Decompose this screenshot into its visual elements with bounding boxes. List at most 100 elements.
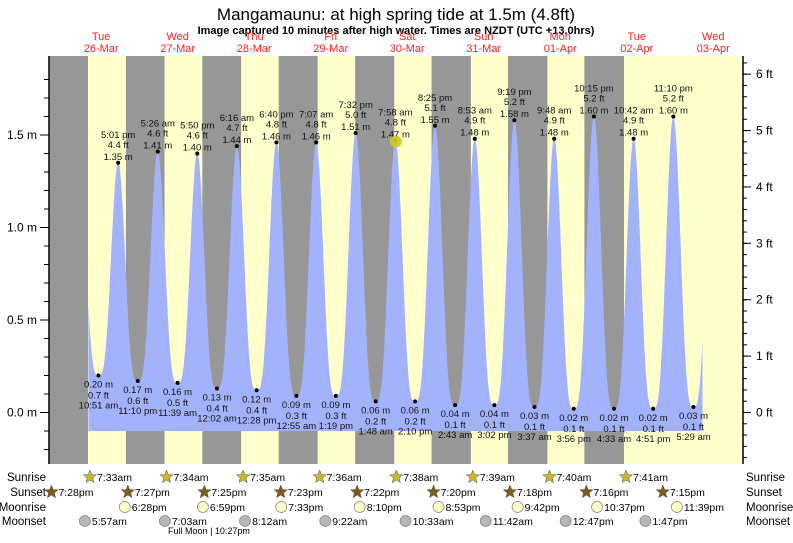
high-tide-ft: 5.2 ft bbox=[663, 94, 684, 105]
moonset-icon bbox=[239, 515, 251, 527]
day-date: 29-Mar bbox=[313, 43, 348, 55]
high-tide-point bbox=[552, 136, 557, 141]
day-date: 01-Apr bbox=[544, 43, 577, 55]
moonset-time: 11:42am bbox=[493, 516, 533, 528]
low-tide-m: 0.03 m bbox=[679, 411, 708, 422]
day-date: 31-Mar bbox=[466, 43, 501, 55]
high-tide-ft: 4.9 ft bbox=[464, 116, 485, 127]
moonrise-icon bbox=[432, 501, 445, 513]
sunset-time: 7:15pm bbox=[670, 487, 705, 499]
moonset-time: 9:22am bbox=[332, 516, 367, 528]
low-tide-m: 0.04 m bbox=[480, 409, 509, 420]
sunset-icon bbox=[273, 484, 289, 499]
high-tide-ft: 4.8 ft bbox=[306, 119, 327, 130]
moonset-row-label-left: Moonset bbox=[2, 516, 47, 528]
low-tide-time: 1:19 pm bbox=[319, 421, 353, 432]
low-tide-time: 3:37 am bbox=[517, 432, 551, 443]
low-tide-m: 0.04 m bbox=[441, 409, 470, 420]
tide-area bbox=[88, 116, 703, 431]
day-name: Thu bbox=[245, 31, 264, 43]
moonrise-row-label-left: Moonrise bbox=[0, 502, 46, 514]
high-tide-ft: 5.0 ft bbox=[345, 110, 366, 121]
high-tide-time: 5:50 pm bbox=[180, 121, 214, 132]
day-date: 30-Mar bbox=[390, 43, 425, 55]
right-tick-label: 3 ft bbox=[756, 236, 773, 250]
low-tide-point bbox=[373, 399, 378, 404]
low-tide-point bbox=[691, 404, 696, 409]
moonset-time: 10:33am bbox=[413, 516, 454, 528]
sunrise-icon bbox=[312, 469, 327, 484]
right-tick-label: 6 ft bbox=[756, 67, 773, 81]
high-tide-time: 6:16 am bbox=[220, 113, 254, 124]
low-tide-ft: 0.1 ft bbox=[445, 420, 466, 431]
low-tide-point bbox=[571, 406, 576, 411]
low-tide-ft: 0.3 ft bbox=[325, 411, 346, 422]
moonrise-icon bbox=[511, 501, 524, 513]
moonrise-icon bbox=[591, 501, 603, 513]
moonset-time: 5:57am bbox=[92, 516, 127, 528]
high-tide-time: 8:25 pm bbox=[418, 93, 452, 104]
low-tide-ft: 0.1 ft bbox=[524, 422, 545, 433]
left-tick-label: 1.5 m bbox=[7, 128, 37, 142]
low-tide-m: 0.02 m bbox=[559, 413, 588, 424]
low-tide-time: 10:51 am bbox=[79, 401, 119, 412]
high-tide-point bbox=[472, 136, 477, 141]
sunrise-time: 7:39am bbox=[480, 472, 515, 484]
high-tide-point bbox=[195, 151, 200, 156]
high-tide-point bbox=[274, 140, 279, 145]
sunrise-icon bbox=[542, 469, 557, 484]
moonrise-time: 6:59pm bbox=[210, 502, 245, 514]
low-tide-point bbox=[175, 380, 180, 385]
high-tide-ft: 4.8 ft bbox=[266, 119, 287, 130]
low-tide-ft: 0.4 ft bbox=[246, 405, 267, 416]
axes: 0.0 m 0.5 m 1.0 m 1.5 m 0 ft 1 ft 2 ft 3 ft 4 ft… bbox=[7, 56, 773, 464]
low-tide-time: 11:39 am bbox=[158, 408, 197, 419]
sunset-time: 7:23pm bbox=[288, 487, 323, 499]
day-date: 28-Mar bbox=[237, 43, 272, 55]
high-tide-point bbox=[353, 131, 358, 136]
left-tick-label: 0.5 m bbox=[7, 313, 37, 327]
day-date: 02-Apr bbox=[620, 43, 653, 55]
high-tide-m: 1.55 m bbox=[421, 115, 450, 126]
low-tide-point bbox=[294, 393, 299, 398]
day-name: Mon bbox=[550, 31, 571, 43]
low-tide-ft: 0.6 ft bbox=[127, 396, 148, 407]
sunset-icon bbox=[579, 484, 594, 499]
moonset-icon bbox=[319, 515, 332, 527]
high-tide-point bbox=[671, 114, 676, 119]
moonrise-icon bbox=[353, 501, 366, 513]
sunset-icon bbox=[349, 484, 365, 499]
moonset-icon bbox=[158, 515, 171, 527]
water-area bbox=[88, 116, 703, 431]
left-tick-label: 1.0 m bbox=[7, 221, 37, 235]
right-tick-label: 2 ft bbox=[756, 293, 773, 307]
day-date: 26-Mar bbox=[84, 43, 119, 55]
high-tide-ft: 4.6 ft bbox=[187, 131, 208, 142]
high-tide-point bbox=[155, 149, 160, 154]
high-tide-point bbox=[512, 118, 517, 123]
sunset-icon bbox=[655, 484, 671, 499]
low-tide-time: 3:56 pm bbox=[557, 434, 591, 445]
sunset-time: 7:16pm bbox=[593, 487, 628, 499]
sunset-time: 7:22pm bbox=[364, 487, 399, 499]
high-tide-m: 1.51 m bbox=[341, 122, 370, 133]
high-tide-time: 5:01 pm bbox=[101, 130, 135, 141]
sunrise-time: 7:41am bbox=[633, 472, 668, 484]
low-tide-point bbox=[215, 386, 220, 391]
sunset-icon bbox=[502, 484, 518, 499]
low-tide-point bbox=[532, 404, 537, 409]
right-tick-label: 1 ft bbox=[756, 349, 773, 363]
day-name: Wed bbox=[166, 31, 188, 43]
high-tide-time: 6:40 pm bbox=[259, 109, 293, 120]
high-tide-ft: 4.9 ft bbox=[544, 116, 565, 127]
moonset-icon bbox=[399, 515, 412, 527]
high-tide-time: 5:26 am bbox=[141, 119, 175, 130]
moonrise-icon bbox=[670, 501, 683, 513]
high-tide-ft: 4.9 ft bbox=[623, 116, 644, 127]
sunset-icon bbox=[426, 484, 441, 499]
low-tide-time: 2:10 pm bbox=[398, 426, 432, 437]
sunset-time: 7:18pm bbox=[517, 487, 552, 499]
